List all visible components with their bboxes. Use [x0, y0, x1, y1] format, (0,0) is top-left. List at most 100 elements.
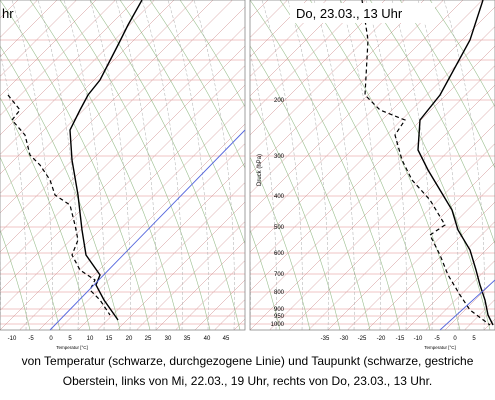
isotherm: [0, 0, 175, 175]
isotherm: [288, 123, 495, 330]
isotherm: [250, 0, 464, 214]
moist-adiabat: [63, 0, 105, 330]
isotherm: [136, 221, 245, 330]
dry-adiabat: [0, 0, 151, 330]
x-tick-label: 35: [184, 336, 191, 342]
x-tick-label: 0: [453, 336, 457, 342]
y-tick-label: 950: [274, 314, 285, 320]
isotherm: [0, 26, 245, 272]
x-tick-label: 30: [165, 336, 172, 342]
isotherm: [250, 45, 495, 292]
y-tick-label: 600: [274, 251, 285, 257]
isotherm: [425, 260, 495, 330]
y-tick-label: 1000: [271, 322, 285, 328]
dry-adiabat: [250, 228, 281, 330]
moist-adiabat: [365, 0, 407, 330]
isotherm: [250, 0, 327, 77]
x-tick-label: 5: [472, 336, 476, 342]
isotherm: [308, 143, 495, 330]
isotherm: [194, 279, 245, 330]
isotherm: [97, 182, 245, 330]
dry-adiabat: [0, 228, 31, 330]
moist-adiabat: [339, 0, 381, 330]
dry-adiabat: [250, 96, 341, 330]
panel-title: hr: [2, 6, 14, 21]
x-tick-label: 45: [223, 336, 230, 342]
dry-adiabat: [59, 0, 211, 330]
isotherm: [273, 0, 495, 330]
isotherm: [250, 0, 444, 194]
isotherm: [77, 162, 245, 330]
moist-adiabat: [89, 0, 131, 330]
y-tick-label: 700: [274, 272, 285, 278]
panel-grid: [0, 0, 495, 330]
isotherm: [250, 0, 347, 97]
isotherm: [269, 104, 495, 330]
isotherm: [0, 65, 245, 311]
x-tick-label: 40: [204, 336, 211, 342]
isotherm: [0, 0, 155, 155]
moist-adiabat: [141, 0, 183, 330]
x-tick-label: -20: [377, 336, 386, 342]
isotherm: [250, 0, 483, 233]
x-tick-label: 25: [145, 336, 152, 342]
moist-adiabat: [0, 51, 27, 330]
reference-line: [49, 129, 246, 331]
x-tick-label: 0: [49, 336, 53, 342]
isotherm: [366, 201, 495, 330]
dewpoint-curve: [7, 94, 111, 316]
dry-adiabat: [179, 0, 245, 108]
x-tick-label: -35: [321, 336, 330, 342]
dry-adiabat: [149, 0, 245, 169]
moist-adiabat: [250, 252, 251, 330]
isotherm: [58, 143, 245, 330]
isotherm: [250, 0, 308, 58]
isotherm: [250, 0, 366, 116]
isotherm: [0, 0, 77, 77]
dry-adiabat: [250, 0, 401, 330]
isotherm: [0, 45, 245, 292]
moist-adiabat: [250, 51, 277, 330]
isotherm: [327, 162, 495, 330]
isotherm: [250, 0, 386, 136]
dry-adiabat: [250, 156, 311, 330]
moist-adiabat: [391, 0, 433, 330]
dry-adiabat: [429, 0, 495, 108]
y-tick-label: 400: [274, 194, 285, 200]
isotherm: [250, 0, 425, 175]
x-tick-label: 15: [106, 336, 113, 342]
diagram-grid: [0, 0, 495, 330]
right-frame: [249, 0, 495, 331]
moist-adiabat: [0, 252, 1, 330]
isotherm: [38, 123, 245, 330]
left-frame: [0, 0, 246, 331]
dry-adiabat: [399, 0, 495, 169]
x-tick-label: 20: [126, 336, 133, 342]
y-tick-label: 200: [274, 98, 285, 104]
dry-adiabat: [119, 0, 245, 245]
y-tick-label: 500: [274, 225, 285, 231]
isotherm: [0, 84, 245, 330]
x-tick-label: -30: [340, 336, 349, 342]
dry-adiabat: [250, 45, 371, 330]
x-tick-label: -25: [358, 336, 367, 342]
dry-adiabat: [279, 0, 431, 330]
isotherm: [250, 65, 495, 311]
x-axis-label: Temperatur [°C]: [56, 345, 88, 350]
reference-line: [439, 279, 495, 331]
isotherm: [0, 0, 214, 214]
dry-adiabat: [0, 156, 61, 330]
moist-adiabat: [11, 0, 53, 330]
dry-adiabat: [89, 0, 241, 330]
isotherm: [386, 221, 495, 330]
isotherm: [347, 182, 495, 330]
dry-adiabat: [309, 0, 461, 330]
y-tick-label: 800: [274, 290, 285, 296]
x-tick-label: -15: [396, 336, 405, 342]
y-axis-label: Druck (hPa): [257, 154, 263, 186]
isotherm: [250, 84, 495, 330]
moist-adiabat: [37, 0, 79, 330]
temperature-curve: [417, 0, 494, 326]
isotherm: [250, 0, 405, 155]
